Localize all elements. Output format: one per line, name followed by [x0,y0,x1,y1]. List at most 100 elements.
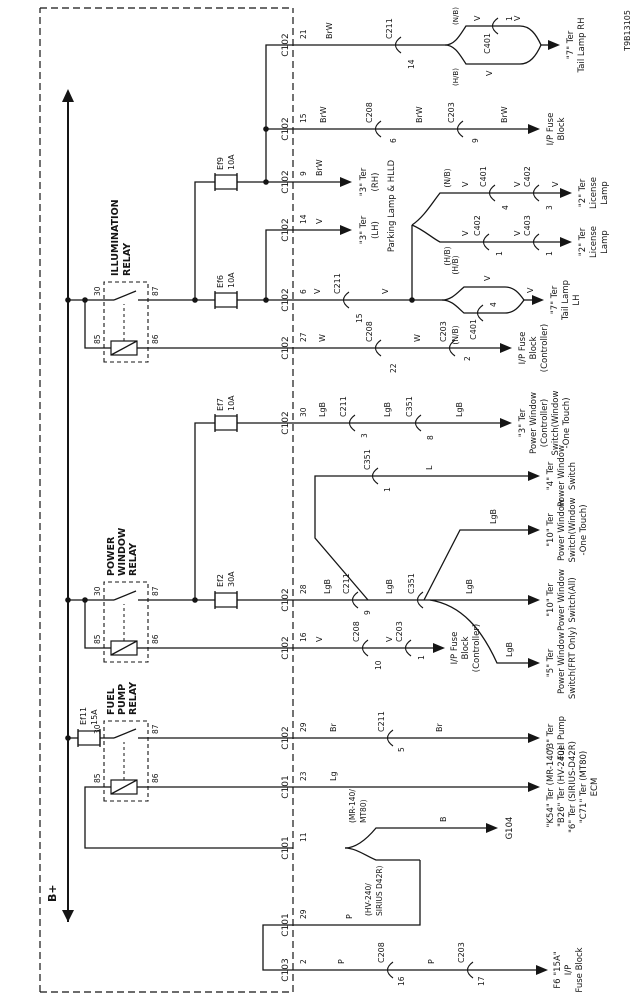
pin-30: 30 [93,724,102,734]
arrow-icon [560,188,572,198]
variant-tag: (H/B) [452,68,460,86]
relay-name: FUEL [106,688,117,715]
svg-text:V: V [485,70,494,76]
fuse-ef2-id: Ef2 [216,574,225,587]
inline-connector: C203 [395,621,404,642]
svg-text:SIRIUS D42R): SIRIUS D42R) [375,865,384,916]
destination-label: "3" Ter [359,215,369,244]
svg-text:Br: Br [435,723,444,732]
pin-87: 87 [151,724,160,734]
svg-text:License: License [589,177,599,209]
svg-text:4: 4 [489,302,498,307]
svg-text:8: 8 [426,435,435,440]
destination-label: "K54" Ter (MR-140) [546,747,556,828]
pin-86: 86 [151,334,160,344]
inline-connector: C402 [523,166,532,187]
svg-text:29: 29 [299,909,308,919]
destination-label: "5" Ter [546,648,556,677]
pin-87: 87 [151,286,160,296]
destination-label: I/P Fuse [546,113,556,146]
harness-boundary-box [39,7,294,993]
svg-text:License: License [589,226,599,258]
wire-color: Br [329,723,338,732]
svg-text:6: 6 [299,289,308,294]
svg-text:W: W [413,334,422,342]
destination-label: F6 "15A" [553,951,563,989]
svg-text:14: 14 [299,214,308,224]
inline-connector: C211 [377,711,386,732]
window-relay-box [103,581,149,663]
pin-86: 86 [151,773,160,783]
fuse-ef2 [214,592,238,608]
inline-connector: C351 [405,396,414,417]
svg-text:2: 2 [463,356,472,361]
bus-label: B+ [46,884,59,902]
wire-color: P [345,914,354,919]
destination-label: "2" Ter [578,227,588,256]
svg-text:Tail Lamp: Tail Lamp [561,280,571,321]
svg-text:3: 3 [360,433,369,438]
battery-bus: B+ [46,89,74,922]
svg-text:10A: 10A [227,272,236,288]
svg-text:2: 2 [299,959,308,964]
arrow-icon [500,418,512,428]
svg-text:3: 3 [545,205,554,210]
svg-text:"B26" Ter (HV-240): "B26" Ter (HV-240) [557,747,567,827]
arrow-icon [548,40,560,50]
circuit-tail-lamp-lh: V C211 15 V (N/B) (H/B) C401 4 V V "7" T… [293,225,582,345]
fuse-ef6 [214,292,238,308]
variant-tag: (H/B) [443,246,452,265]
wire-color: LgB [318,402,327,417]
bus-start-icon [62,910,74,922]
harness-c102-28: C102 [281,588,291,611]
svg-text:V: V [461,181,470,187]
circuit-power-window: LgB C211 9 LgB C351 LgB "10" Ter Power W… [293,445,589,699]
svg-text:Power Window: Power Window [557,499,567,561]
variant-tag: (N/B) [452,7,460,25]
fuse-ef6-id: Ef6 [216,275,225,288]
svg-text:4: 4 [501,205,510,210]
inline-connector: C401 [483,33,492,54]
destination-label: "3" Ter [518,408,528,437]
svg-text:BrW: BrW [415,106,424,123]
svg-text:Fuel Pump: Fuel Pump [557,716,567,760]
pin-30: 30 [93,286,102,296]
harness-c102-27: C102 [281,336,291,359]
wire-color: W [318,334,327,342]
svg-text:LgB: LgB [385,579,394,594]
svg-text:V: V [461,230,470,236]
wire-color: BrW [319,106,328,123]
arrow-icon [560,237,572,247]
inline-connector: C351 [407,573,416,594]
ground-label: G104 [505,817,515,840]
svg-text:L: L [425,465,434,470]
svg-text:Power Window: Power Window [557,445,567,507]
harness-c102-15: C102 [281,117,291,140]
pin-87: 87 [151,586,160,596]
destination-label: "7" Ter [566,30,576,59]
wire-color: V [315,636,324,642]
svg-text:V: V [526,287,535,293]
fuse-ef7-id: Ef7 [216,398,225,411]
harness-c102-29: C102 [281,726,291,749]
circuit-ip-fuse: BrW C208 6 BrW C203 9 BrW I/P Fuse Block [293,102,567,145]
arrow-icon [486,823,498,833]
pin-86: 86 [151,634,160,644]
arrow-icon [340,177,352,187]
inline-connector: C203 [439,321,448,342]
bus-arrow-icon [62,89,74,102]
svg-text:V: V [473,15,482,21]
inline-connector: C208 [377,942,386,963]
destination-label: "10" Ter [546,583,556,617]
arrow-icon [528,471,540,481]
variant-tag: (HV-240/ [364,883,373,916]
svg-text:16: 16 [397,976,406,986]
svg-text:V: V [513,15,522,21]
svg-text:LgB: LgB [505,642,514,657]
svg-text:Power Window: Power Window [557,569,567,631]
svg-text:LH: LH [572,294,582,305]
svg-text:15: 15 [299,113,308,123]
svg-text:10A: 10A [227,154,236,170]
circuit-ip-fuse-block-f6: P P C208 16 P C203 17 F6 "15A" I/P Fuse … [262,860,585,993]
